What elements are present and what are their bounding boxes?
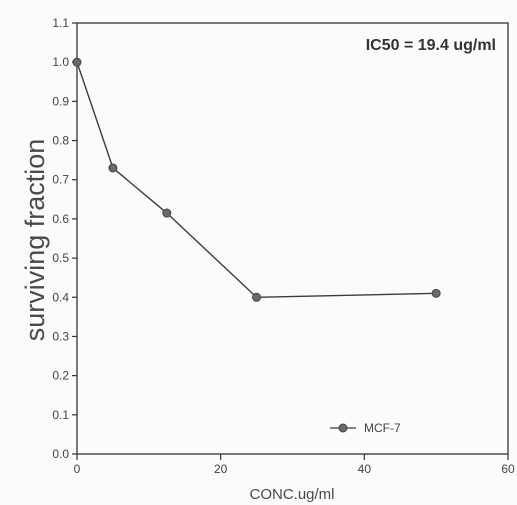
y-tick-label: 0.2	[52, 369, 69, 383]
y-axis-title: surviving fraction	[20, 139, 50, 342]
plot-area-border	[76, 22, 509, 455]
data-point	[252, 292, 262, 302]
legend-marker	[338, 423, 348, 433]
y-tick-label: 0.3	[52, 329, 69, 343]
ic50-annotation: IC50 = 19.4 ug/ml	[366, 37, 496, 54]
x-tick-label: 20	[214, 462, 228, 476]
y-tick-label: 0.9	[52, 94, 69, 108]
data-point	[108, 163, 118, 173]
legend: MCF-7	[330, 421, 401, 435]
y-tick-label: 0.5	[52, 251, 69, 265]
x-tick-label: 60	[501, 462, 515, 476]
series-layer	[72, 57, 441, 302]
series-line-mcf-7	[76, 61, 437, 298]
y-tick-label: 0.8	[52, 134, 69, 148]
plot-frame	[76, 22, 509, 455]
y-tick-label: 0.0	[52, 447, 69, 461]
legend-label: MCF-7	[364, 421, 401, 435]
x-tick-label: 0	[74, 462, 81, 476]
y-tick-label: 0.4	[52, 290, 69, 304]
x-tick-label: 40	[358, 462, 372, 476]
y-tick-label: 1.1	[52, 16, 69, 30]
x-axis-title: CONC.ug/ml	[249, 486, 334, 503]
y-tick-label: 0.6	[52, 212, 69, 226]
data-point	[72, 57, 82, 67]
y-axis-ticks: 0.0 0.1 0.2 0.3 0.4 0.5 0.6 0.7 0.8 0.9 1.0 1.1	[52, 16, 77, 461]
x-axis-ticks: 0 20 40 60	[74, 454, 515, 476]
y-tick-label: 1.0	[52, 55, 69, 69]
data-point	[431, 288, 441, 298]
data-point	[162, 208, 172, 218]
y-tick-label: 0.7	[52, 173, 69, 187]
y-tick-label: 0.1	[52, 408, 69, 422]
